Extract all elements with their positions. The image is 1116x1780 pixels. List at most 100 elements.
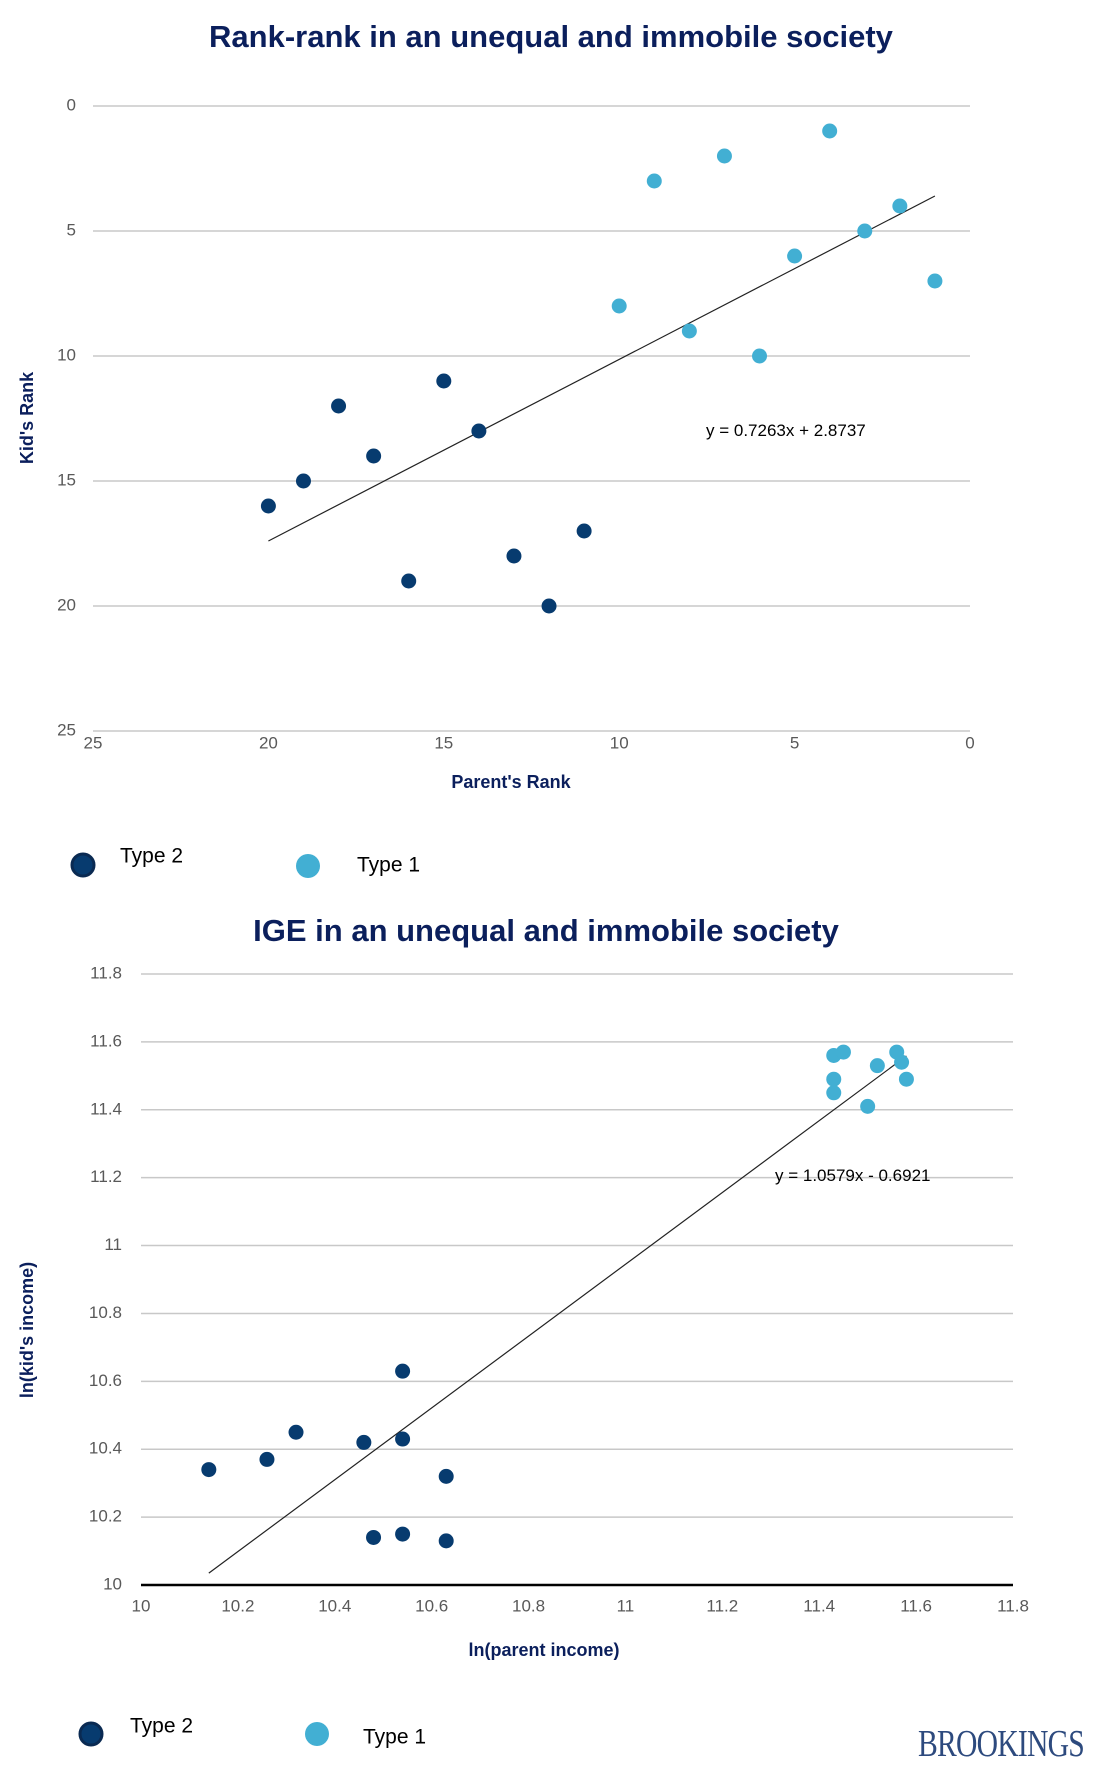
brookings-logo: BROOKINGS [918, 1723, 1085, 1765]
data-point [259, 1451, 275, 1467]
x-tick-label: 25 [84, 733, 103, 752]
gridlines [93, 105, 970, 732]
x-tick-label: 11.8 [997, 1596, 1029, 1615]
trendline-equation: y = 1.0579x - 0.6921 [775, 1166, 930, 1185]
legend-label-type-2: Type 2 [120, 845, 183, 868]
data-point [787, 248, 803, 264]
ige-chart: IGE in an unequal and immobile society 1… [17, 913, 1029, 1749]
data-point [401, 573, 417, 589]
y-tick-label: 10.2 [89, 1507, 122, 1526]
trendline [268, 195, 936, 542]
data-point [860, 1098, 876, 1114]
y-tick-label: 10.6 [89, 1371, 122, 1390]
data-point [835, 1044, 851, 1060]
legend-label-type-1: Type 1 [357, 854, 420, 877]
series-type-2 [260, 373, 592, 614]
data-point [395, 1363, 411, 1379]
data-point [260, 498, 276, 514]
y-axis-title: Kid's Rank [17, 371, 37, 464]
y-tick-labels: 10 10.2 10.4 10.6 10.8 11 11.2 11.4 11.6 11.8 [89, 963, 122, 1593]
data-point [716, 148, 732, 164]
data-point [366, 1529, 382, 1545]
x-tick-label: 10.8 [512, 1596, 545, 1615]
data-point [288, 1424, 304, 1440]
legend-marker-type-2 [70, 852, 96, 878]
data-point [752, 348, 768, 364]
x-tick-label: 0 [965, 733, 974, 752]
data-point [471, 423, 487, 439]
data-point [898, 1071, 914, 1087]
data-point [366, 448, 382, 464]
legend-marker-type-2 [78, 1721, 104, 1747]
x-tick-label: 11.2 [706, 1596, 738, 1615]
legend-marker-type-1 [296, 854, 320, 878]
trendline-equation: y = 0.7263x + 2.8737 [706, 421, 866, 440]
data-points [201, 1044, 914, 1549]
y-tick-label: 10 [57, 345, 76, 364]
data-point [201, 1462, 217, 1478]
y-tick-label: 11.8 [90, 963, 122, 982]
x-tick-label: 10 [132, 1596, 151, 1615]
y-tick-label: 11.2 [90, 1167, 122, 1186]
x-tick-labels: 10 10.2 10.4 10.6 10.8 11 11.2 11.4 11.6 11.8 [132, 1596, 1029, 1615]
x-tick-label: 15 [434, 733, 453, 752]
x-tick-label: 11 [617, 1596, 635, 1615]
data-point [506, 548, 522, 564]
series-type-2 [201, 1363, 454, 1549]
gridlines [141, 973, 1013, 1587]
x-tick-label: 10.6 [415, 1596, 448, 1615]
legend-marker-type-1 [305, 1722, 329, 1746]
data-point [826, 1085, 842, 1101]
data-point [681, 323, 697, 339]
x-axis-title: ln(parent income) [468, 1640, 619, 1660]
data-point [356, 1434, 372, 1450]
x-axis-title: Parent's Rank [451, 772, 571, 792]
y-tick-label: 25 [57, 720, 76, 739]
y-tick-label: 5 [67, 220, 76, 239]
y-tick-label: 10.4 [89, 1439, 122, 1458]
trendline-path [268, 195, 936, 542]
data-point [395, 1431, 411, 1447]
data-point [438, 1468, 454, 1484]
y-tick-label: 15 [57, 470, 76, 489]
y-tick-label: 11.4 [90, 1099, 122, 1118]
trendline-path [208, 1055, 907, 1574]
x-tick-label: 5 [790, 733, 799, 752]
x-tick-label: 10 [610, 733, 629, 752]
y-tick-label: 0 [67, 95, 76, 114]
y-tick-label: 10 [103, 1574, 122, 1593]
y-tick-label: 10.8 [89, 1303, 122, 1322]
data-points [260, 123, 943, 614]
legend-label-type-2: Type 2 [130, 1715, 193, 1738]
series-type-1 [826, 1044, 914, 1114]
data-point [331, 398, 347, 414]
x-tick-label: 20 [259, 733, 278, 752]
data-point [646, 173, 662, 189]
data-point [395, 1526, 411, 1542]
chart-title: IGE in an unequal and immobile society [253, 913, 839, 948]
data-point [826, 1071, 842, 1087]
x-tick-label: 11.4 [803, 1596, 835, 1615]
x-tick-labels: 25 20 15 10 5 0 [84, 733, 975, 752]
y-tick-label: 11.6 [90, 1031, 122, 1050]
legend: Type 2 Type 1 [78, 1715, 426, 1749]
x-tick-label: 10.2 [221, 1596, 254, 1615]
y-tick-label: 11 [104, 1235, 122, 1254]
y-tick-label: 20 [57, 595, 76, 614]
rank-rank-chart: Rank-rank in an unequal and immobile soc… [17, 19, 975, 878]
data-point [611, 298, 627, 314]
data-point [541, 598, 557, 614]
data-point [869, 1058, 885, 1074]
trendline [208, 1055, 907, 1574]
data-point [436, 373, 452, 389]
data-point [892, 198, 908, 214]
series-type-1 [611, 123, 943, 364]
chart-title: Rank-rank in an unequal and immobile soc… [209, 19, 894, 54]
data-point [927, 273, 943, 289]
data-point [857, 223, 873, 239]
y-tick-labels: 0 5 10 15 20 25 [57, 95, 76, 739]
data-point [894, 1054, 910, 1070]
x-tick-label: 11.6 [900, 1596, 932, 1615]
legend-label-type-1: Type 1 [363, 1726, 426, 1749]
